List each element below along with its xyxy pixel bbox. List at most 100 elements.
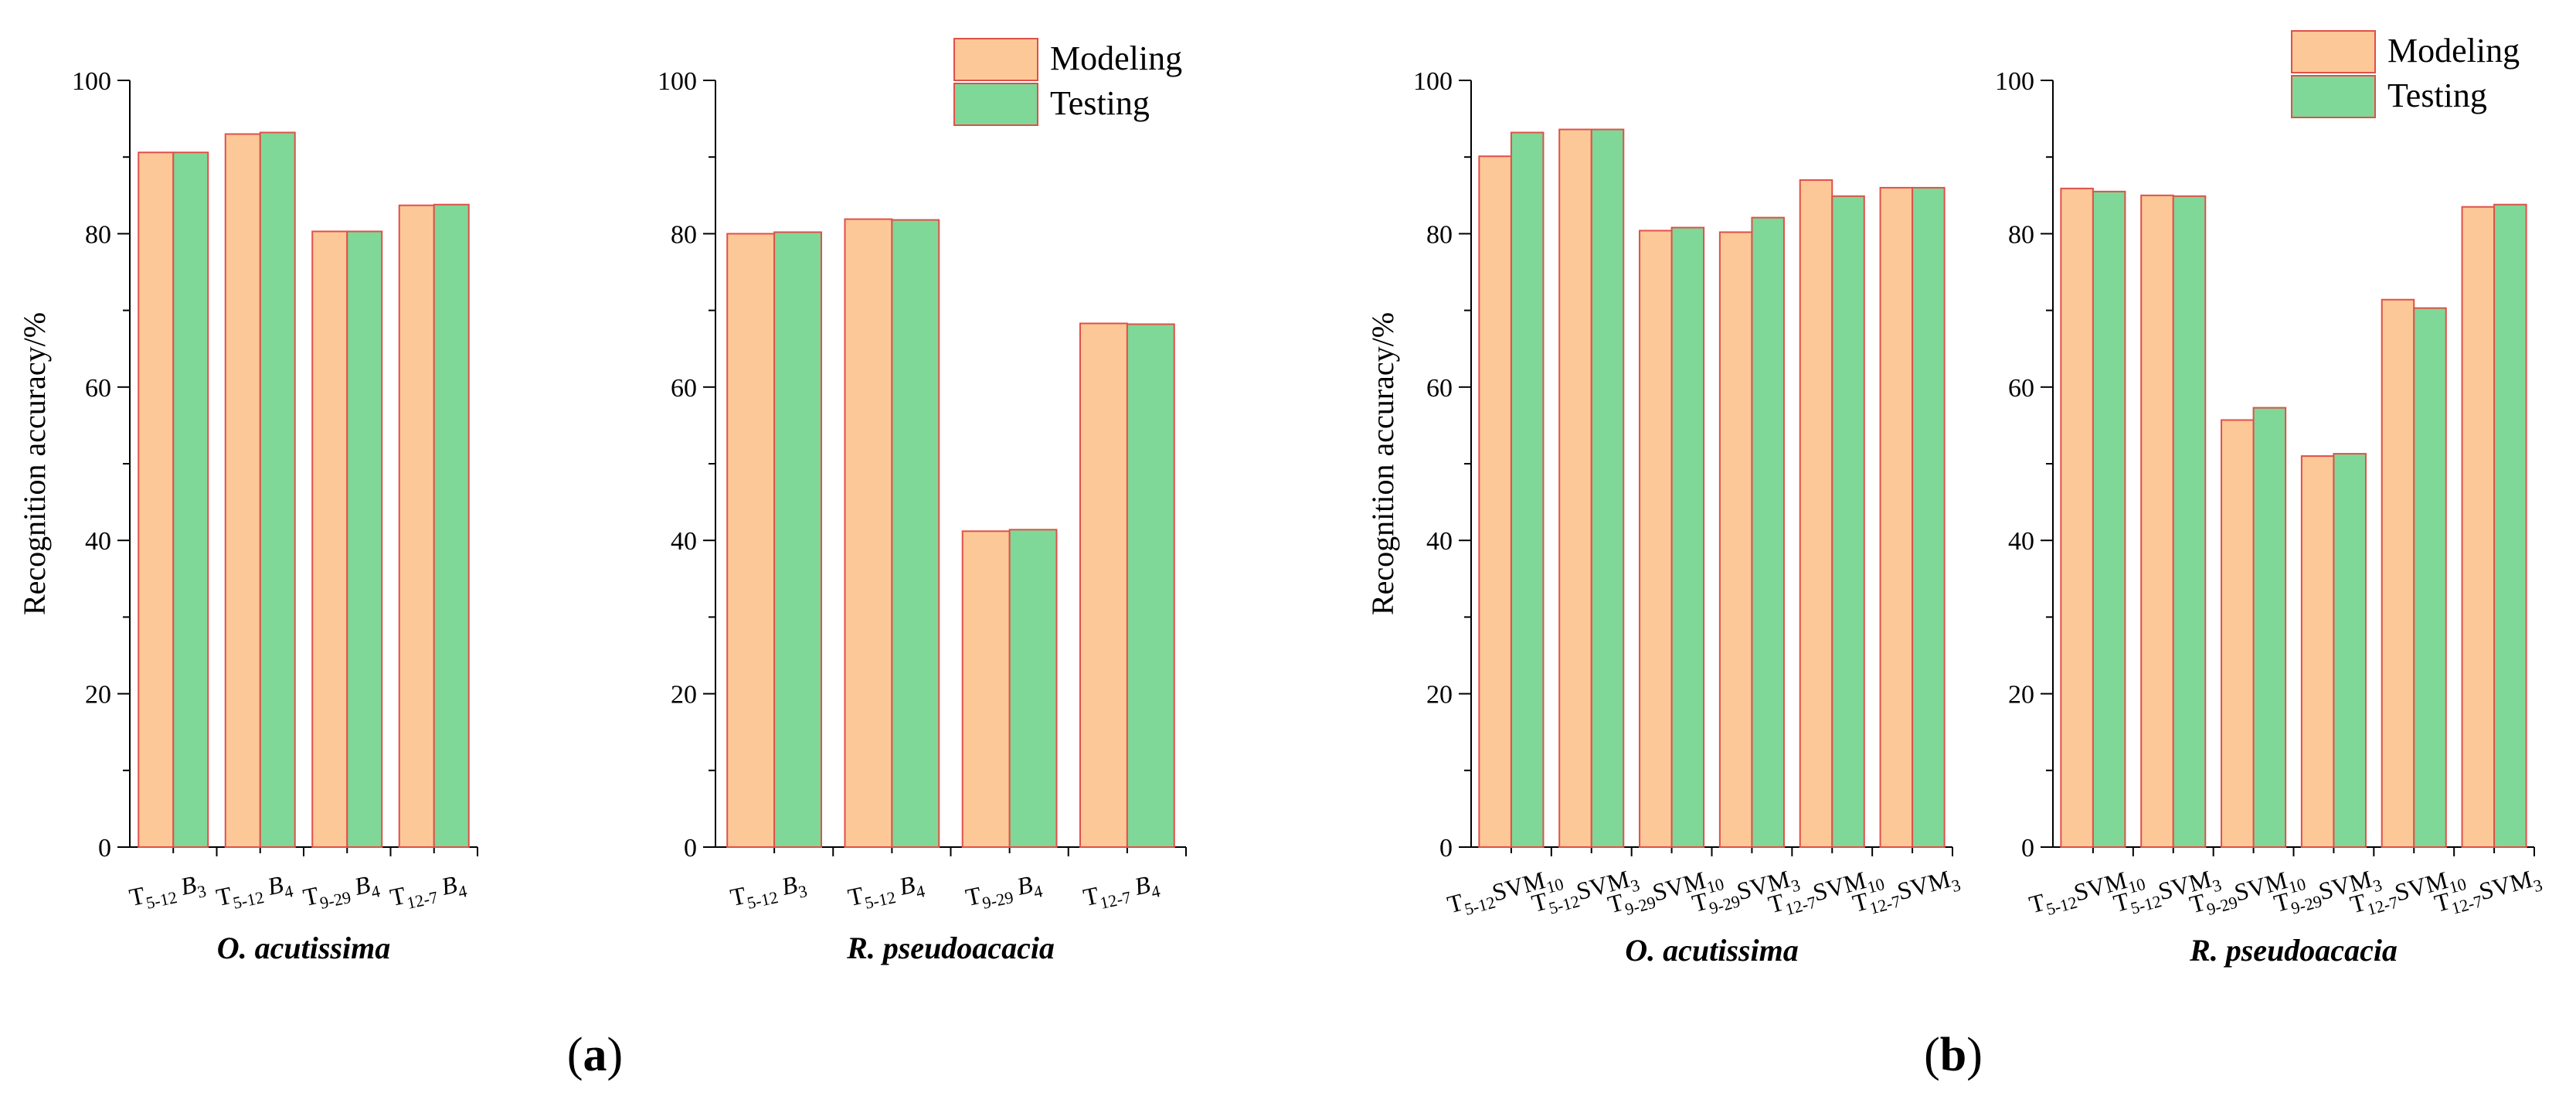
cat-t-sub: 12-7 <box>405 887 440 913</box>
y-tick-label: 40 <box>2008 527 2034 556</box>
bar-testing <box>433 203 470 849</box>
cat-b-sub: 4 <box>369 881 382 902</box>
y-tick-label: 0 <box>2021 834 2034 863</box>
y-tick-label: 20 <box>1426 681 1453 710</box>
legend: Modeling Testing <box>953 38 1182 126</box>
cat-b: SVM <box>2316 865 2374 906</box>
cat-b-sub: 3 <box>2531 875 2544 896</box>
cat-t-sub: 5-12 <box>863 887 898 913</box>
group-title: R. pseudoacacia <box>846 931 1055 965</box>
legend-label-testing: Testing <box>1050 84 1150 122</box>
legend: Modeling Testing <box>2291 30 2520 118</box>
bar-modeling <box>224 133 261 848</box>
cat-b: SVM <box>1573 865 1632 906</box>
cat-b-sub: 4 <box>1032 881 1045 902</box>
chart-1: 0 20 40 60 80 100 T5-12B3 T5-12B4 T9-29B4 T12-7B4… <box>17 67 478 965</box>
bar-testing <box>1912 186 1946 848</box>
chart-3: 020406080100T5-12SVM10T5-12SVM3T9-29SVM1… <box>1365 67 1963 968</box>
bar-modeling <box>1079 322 1128 848</box>
cat-b-sub: 3 <box>1949 875 1963 896</box>
y-tick-label: 60 <box>671 374 697 403</box>
bar-testing <box>2493 203 2527 849</box>
bar-testing <box>2333 453 2367 848</box>
bar-modeling <box>844 218 893 848</box>
y-tick-label: 60 <box>2008 374 2034 403</box>
cat-t-sub: 9-29 <box>1623 892 1657 919</box>
bar-modeling <box>1478 155 1512 848</box>
y-tick-label: 100 <box>658 67 697 96</box>
cat-t-sub: 9-29 <box>318 887 353 913</box>
bar-testing <box>1831 195 1865 849</box>
group-title: O. acutissima <box>217 931 390 965</box>
legend-label-modeling: Modeling <box>2387 32 2520 70</box>
x-category-label: T9-29B4 <box>963 868 1044 916</box>
cat-b-sub: 4 <box>457 881 469 902</box>
legend-swatch-modeling <box>2291 30 2376 73</box>
cat-b-sub: 10 <box>1704 874 1726 897</box>
bar-testing <box>1126 323 1175 848</box>
bar-testing <box>1670 226 1705 848</box>
panel-label-a-letter: a <box>583 1029 607 1081</box>
y-tick-label: 40 <box>1426 527 1453 556</box>
bar-testing <box>773 231 823 848</box>
bar-modeling <box>1718 231 1753 848</box>
panel-label-b-close: ) <box>1966 1029 1983 1081</box>
panel-label-b-open: ( <box>1924 1029 1940 1081</box>
cat-b-sub: 10 <box>1865 874 1887 897</box>
group-title: R. pseudoacacia <box>2189 933 2398 968</box>
group-title: O. acutissima <box>1625 933 1798 968</box>
x-category-label: T9-29B4 <box>301 868 382 916</box>
y-tick-label: 60 <box>1426 374 1453 403</box>
y-tick-label: 100 <box>72 67 111 96</box>
cat-b-sub: 4 <box>283 881 295 902</box>
y-tick-label: 60 <box>85 374 111 403</box>
x-category-label: T5-12B3 <box>127 868 208 916</box>
x-category-label: T12-7B4 <box>1081 868 1162 916</box>
bar-testing <box>2092 190 2126 848</box>
x-category-label: T5-12B3 <box>728 868 809 916</box>
y-tick-label: 20 <box>671 681 697 710</box>
bar-modeling <box>1639 230 1673 848</box>
cat-t-sub: 9-29 <box>980 887 1015 913</box>
x-category-label: T5-12B4 <box>214 868 295 916</box>
cat-b-sub: 3 <box>2211 875 2224 896</box>
cat-b-sub: 10 <box>2286 874 2308 897</box>
y-axis-label: Recognition accuracy/% <box>17 312 52 615</box>
cat-b-sub: 3 <box>195 881 208 902</box>
chart-4: 020406080100T5-12SVM10T5-12SVM3T9-29SVM1… <box>1995 30 2544 968</box>
bar-testing <box>1751 216 1785 848</box>
bar-modeling <box>1799 179 1833 848</box>
y-tick-label: 100 <box>1413 67 1453 96</box>
y-tick-label: 40 <box>671 527 697 556</box>
cat-t-sub: 12-7 <box>2365 892 2400 919</box>
cat-b: SVM <box>1734 865 1793 906</box>
bar-modeling <box>1558 128 1592 849</box>
bar-testing <box>1008 529 1058 848</box>
bar-modeling <box>2300 455 2335 849</box>
bar-modeling <box>2461 206 2496 848</box>
cat-t-sub: 12-7 <box>1783 892 1818 919</box>
cat-b-sub: 10 <box>2126 874 2148 897</box>
panel-label-a-close: ) <box>607 1029 624 1081</box>
cat-t-sub: 12-7 <box>1098 887 1133 913</box>
cat-t-sub: 5-12 <box>746 887 780 913</box>
bar-modeling <box>2140 194 2174 849</box>
bar-modeling <box>138 151 175 849</box>
cat-b-sub: 3 <box>797 881 809 902</box>
y-tick-label: 0 <box>98 834 111 863</box>
bar-testing <box>259 131 296 848</box>
bar-testing <box>2252 407 2287 848</box>
x-category-label: T12-7B4 <box>388 868 469 916</box>
y-tick-label: 40 <box>85 527 111 556</box>
legend-swatch-testing <box>2291 75 2376 118</box>
bar-testing <box>2172 195 2207 849</box>
bar-testing <box>172 151 209 849</box>
bar-modeling <box>726 233 776 848</box>
x-category-label: T5-12SVM3 <box>1529 863 1642 922</box>
y-tick-label: 80 <box>85 220 111 249</box>
cat-b: SVM <box>1895 865 1953 906</box>
legend-swatch-modeling <box>953 38 1038 81</box>
cat-b-sub: 4 <box>1150 881 1162 902</box>
cat-b-sub: 4 <box>914 881 926 902</box>
